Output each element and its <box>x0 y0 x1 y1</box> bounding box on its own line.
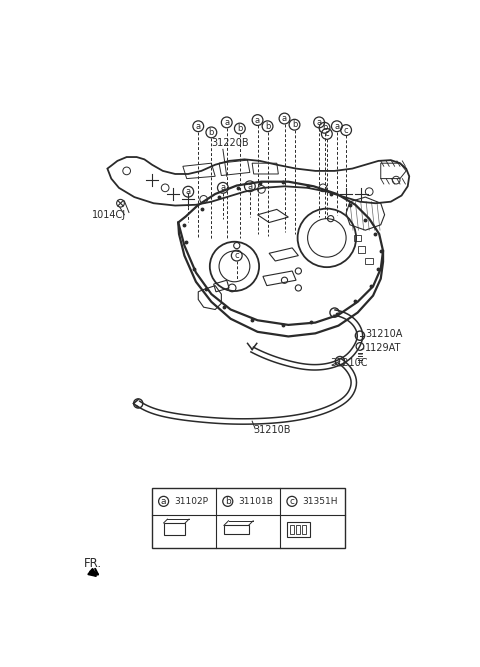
Text: b: b <box>322 123 327 132</box>
Text: 31210A: 31210A <box>365 329 403 339</box>
Text: a: a <box>334 122 339 131</box>
Text: a: a <box>186 187 191 196</box>
Text: 31210B: 31210B <box>254 426 291 436</box>
Text: c: c <box>234 251 239 260</box>
Text: a: a <box>282 114 287 123</box>
Text: 31210C: 31210C <box>331 358 368 368</box>
Text: 1129AT: 1129AT <box>365 343 402 353</box>
Text: b: b <box>225 497 231 506</box>
Text: a: a <box>247 182 252 191</box>
Text: 31102P: 31102P <box>174 497 208 506</box>
Text: b: b <box>237 124 242 133</box>
Text: 1014CJ: 1014CJ <box>92 210 126 220</box>
Text: c: c <box>289 497 294 506</box>
Text: a: a <box>196 122 201 131</box>
Text: a: a <box>255 115 260 125</box>
Text: b: b <box>209 128 214 137</box>
Text: a: a <box>161 497 167 506</box>
Text: 31351H: 31351H <box>303 497 338 506</box>
Text: a: a <box>220 183 226 192</box>
Text: c: c <box>324 129 329 139</box>
Text: b: b <box>265 122 270 131</box>
Text: 31220B: 31220B <box>211 138 249 148</box>
Text: c: c <box>344 125 348 135</box>
Text: b: b <box>292 120 297 129</box>
Text: a: a <box>224 118 229 127</box>
Text: 31101B: 31101B <box>239 497 274 506</box>
Text: FR.: FR. <box>84 557 102 570</box>
Text: a: a <box>317 118 322 127</box>
